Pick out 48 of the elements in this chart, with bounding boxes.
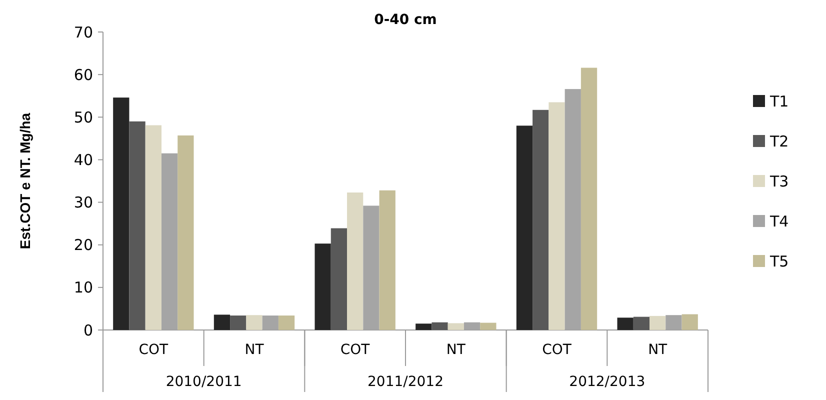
bar (633, 316, 650, 330)
y-tick-label: 70 (74, 23, 93, 42)
bar (145, 125, 162, 330)
y-tick-label: 10 (74, 278, 93, 297)
y-tick-label: 60 (74, 66, 93, 84)
y-tick-label: 0 (83, 321, 93, 340)
bar (214, 314, 230, 330)
bar (278, 316, 295, 330)
legend-label: T1 (769, 92, 789, 110)
y-tick-label: 50 (74, 108, 93, 126)
bar (330, 228, 348, 330)
bar (347, 192, 364, 330)
bar (246, 315, 262, 330)
legend-label: T5 (769, 252, 789, 270)
text: 2012/2013 (569, 374, 646, 390)
bar (548, 102, 565, 330)
text: 2011/2012 (368, 374, 444, 390)
x-tick-label: COT (138, 342, 169, 358)
bar (113, 98, 130, 330)
bar (617, 318, 634, 330)
bar (532, 110, 549, 330)
y-tick-label: 30 (74, 194, 93, 212)
bar (129, 121, 146, 330)
bar (416, 324, 432, 330)
legend-label: T2 (769, 132, 789, 150)
bar (682, 314, 698, 330)
text: 2010/2011 (166, 374, 242, 390)
legend-label: T4 (769, 212, 789, 230)
bar (516, 126, 533, 330)
bar (314, 244, 331, 330)
bar (230, 316, 246, 330)
legend-label: T3 (769, 172, 789, 190)
x-tick-label: NT (244, 342, 264, 358)
y-tick-label: 40 (74, 150, 93, 169)
bar (480, 322, 496, 330)
y-axis-title: Est.COT e NT. Mg/ha (17, 112, 33, 250)
bar (379, 190, 396, 330)
bar (178, 135, 194, 330)
bar (432, 322, 448, 330)
x-tick-label: COT (340, 342, 370, 358)
bar (448, 323, 464, 330)
x-tick-label: NT (648, 342, 668, 358)
y-tick-label: 20 (74, 236, 93, 254)
bar (650, 316, 666, 330)
x-tick-label: COT (542, 342, 572, 358)
chart-title: 0-40 cm (374, 12, 437, 28)
bar (580, 68, 598, 330)
x-tick-label: NT (446, 342, 466, 358)
